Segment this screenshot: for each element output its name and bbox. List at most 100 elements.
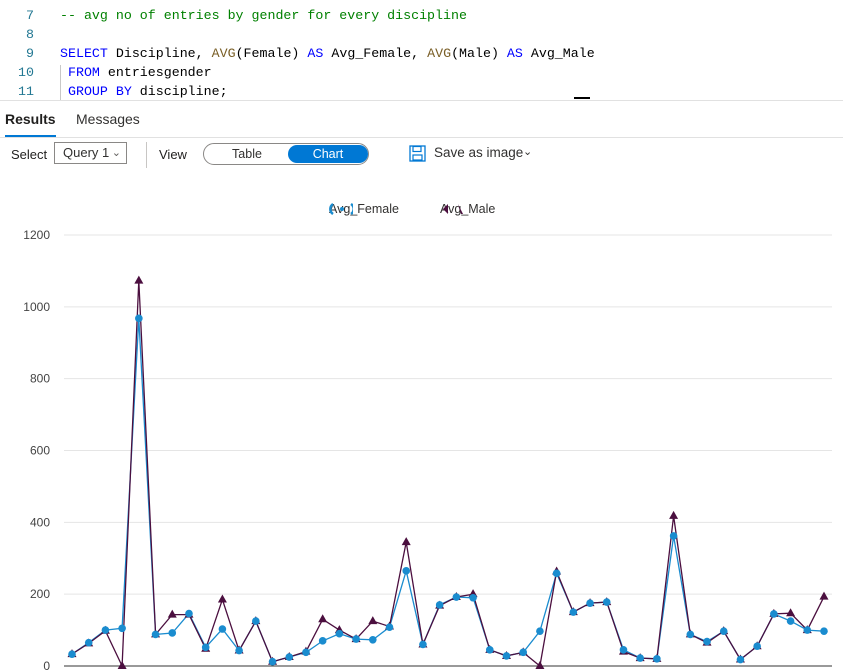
- code-token: GROUP BY: [60, 84, 132, 99]
- data-point-avg-female: [435, 601, 444, 609]
- y-tick-label: 0: [43, 659, 50, 672]
- series-line-avg-female: [71, 318, 825, 663]
- toolbar-divider: [146, 142, 147, 168]
- code-text: SELECT Discipline, AVG(Female) AS Avg_Fe…: [60, 44, 595, 63]
- data-point-avg-male: [669, 510, 679, 519]
- data-point-avg-female: [335, 629, 344, 638]
- data-point-avg-male: [167, 609, 177, 618]
- query-editor[interactable]: 7 -- avg no of entries by gender for ever…: [0, 0, 843, 100]
- code-token: Avg_Male: [522, 46, 595, 61]
- line-number: 7: [26, 8, 34, 23]
- code-token: Avg_Female,: [323, 46, 428, 61]
- y-tick-label: 600: [30, 444, 50, 458]
- data-point-avg-female: [770, 610, 778, 618]
- data-point-avg-female: [786, 617, 795, 625]
- code-token: AS: [307, 46, 324, 61]
- y-tick-label: 800: [30, 372, 50, 386]
- code-token: Discipline,: [107, 46, 212, 61]
- data-point-avg-female: [502, 652, 511, 660]
- data-point-avg-female: [268, 657, 277, 666]
- data-point-avg-female: [686, 630, 695, 639]
- data-point-avg-male: [819, 591, 829, 600]
- data-point-avg-female: [318, 637, 327, 645]
- data-point-avg-female: [369, 635, 377, 644]
- data-point-avg-female: [485, 646, 494, 654]
- data-point-avg-female: [218, 625, 227, 633]
- line-number: 10: [18, 65, 34, 80]
- line-number: 8: [26, 27, 34, 42]
- chevron-down-icon: ⌄: [523, 146, 533, 158]
- code-line: 7 -- avg no of entries by gender for ever…: [0, 6, 843, 25]
- data-point-avg-female: [536, 627, 544, 635]
- data-point-avg-male: [217, 594, 227, 603]
- data-point-avg-female: [135, 314, 143, 323]
- data-point-avg-female: [569, 608, 578, 616]
- data-point-avg-female: [703, 637, 711, 646]
- tab-messages[interactable]: Messages: [76, 111, 140, 127]
- data-point-avg-female: [101, 626, 110, 634]
- code-token: AVG: [211, 46, 236, 61]
- view-chart-option[interactable]: Chart: [288, 145, 368, 163]
- data-point-avg-female: [402, 567, 411, 575]
- data-point-avg-female: [469, 593, 477, 602]
- data-point-avg-female: [151, 630, 160, 639]
- legend-triangle-icon: [443, 204, 463, 214]
- view-label: View: [159, 147, 187, 162]
- data-point-avg-female: [302, 648, 310, 657]
- legend-label-avg-male: Avg_Male: [440, 202, 496, 216]
- results-toolbar: Select Query 1 ⌄ View Table Chart Save a…: [0, 137, 843, 173]
- line-number: 9: [26, 46, 34, 61]
- legend-label-avg-female: Avg_Female: [329, 202, 399, 216]
- data-point-avg-female: [168, 629, 177, 637]
- code-token: AS: [506, 46, 523, 61]
- data-point-avg-male: [117, 661, 127, 669]
- code-text: FROM entriesgender: [60, 63, 212, 82]
- code-line: 11 GROUP BY discipline;: [0, 82, 843, 100]
- y-tick-label: 200: [30, 587, 50, 601]
- tab-results[interactable]: Results: [5, 101, 56, 137]
- y-tick-label: 1200: [23, 228, 50, 242]
- data-point-avg-female: [753, 642, 761, 651]
- data-point-avg-male: [401, 537, 411, 546]
- query-select-value: Query 1: [63, 145, 110, 160]
- data-point-avg-female: [118, 624, 126, 633]
- line-number: 11: [18, 84, 34, 99]
- y-tick-label: 400: [30, 515, 50, 529]
- chart-legend: Avg_Female Avg_Male: [0, 202, 843, 220]
- text-cursor: [574, 97, 590, 99]
- code-token: discipline;: [131, 84, 228, 99]
- data-point-avg-female: [235, 646, 243, 655]
- data-point-avg-female: [252, 617, 260, 625]
- data-point-avg-female: [820, 627, 828, 635]
- legend-item-avg-female[interactable]: Avg_Female: [329, 202, 399, 216]
- data-point-avg-female: [419, 640, 427, 649]
- view-table-option[interactable]: Table: [232, 147, 262, 161]
- code-line: 8: [0, 25, 843, 44]
- data-point-avg-female: [201, 643, 210, 652]
- data-point-avg-female: [619, 646, 628, 654]
- data-point-avg-female: [352, 635, 360, 643]
- code-token: SELECT: [60, 46, 108, 61]
- code-token: (Male): [451, 46, 507, 61]
- code-text: -- avg no of entries by gender for every…: [60, 6, 467, 25]
- code-token: FROM: [60, 65, 100, 80]
- data-point-avg-male: [134, 275, 144, 284]
- y-tick-label: 1000: [23, 300, 50, 314]
- data-point-avg-female: [285, 653, 294, 661]
- indent-guide: [60, 65, 61, 100]
- results-tabbar: Results Messages: [0, 100, 843, 138]
- chevron-down-icon: ⌄: [111, 147, 121, 159]
- code-token: AVG: [427, 46, 452, 61]
- data-point-avg-male: [786, 608, 796, 617]
- data-point-avg-female: [519, 648, 527, 657]
- data-point-avg-female: [803, 626, 812, 634]
- legend-item-avg-male[interactable]: Avg_Male: [440, 202, 495, 216]
- data-point-avg-male: [535, 661, 545, 669]
- select-label: Select: [11, 147, 48, 162]
- data-point-avg-male: [318, 614, 328, 623]
- data-point-avg-female: [602, 598, 611, 606]
- data-point-avg-female: [586, 599, 594, 607]
- data-point-avg-female: [719, 627, 728, 635]
- data-point-avg-female: [736, 655, 745, 664]
- query-select-dropdown[interactable]: Query 1 ⌄: [54, 142, 127, 164]
